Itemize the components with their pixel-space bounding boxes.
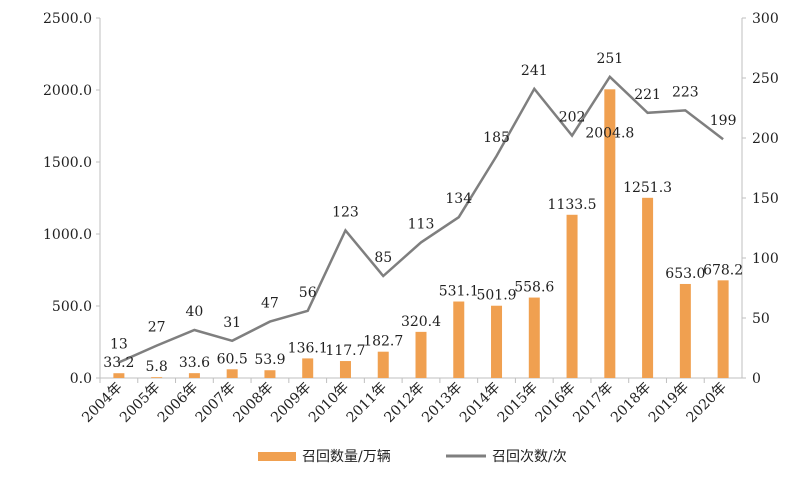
line-data-label: 251 xyxy=(596,51,623,67)
bar xyxy=(339,361,351,378)
line-data-label: 223 xyxy=(672,84,699,100)
bar xyxy=(264,370,276,378)
x-axis-tick-label: 2013年 xyxy=(419,380,465,426)
line-data-label: 241 xyxy=(521,63,548,79)
right-axis-tick-label: 300 xyxy=(752,11,779,27)
bar-data-label: 320.4 xyxy=(401,314,441,330)
x-axis-tick-label: 2018年 xyxy=(608,380,654,426)
x-axis-tick-label: 2012年 xyxy=(381,380,427,426)
bar-data-label: 136.1 xyxy=(288,340,328,356)
x-axis-tick-label: 2015年 xyxy=(495,380,541,426)
line-series xyxy=(118,74,724,364)
bar-data-label: 1251.3 xyxy=(623,180,672,196)
line-data-label: 221 xyxy=(634,87,661,103)
bar xyxy=(642,197,654,378)
bar xyxy=(188,373,200,378)
bar xyxy=(377,351,389,378)
line-path xyxy=(118,74,724,364)
x-axis-tick-label: 2016年 xyxy=(532,380,578,426)
bar-series xyxy=(113,89,729,378)
left-axis-tick-label: 500.0 xyxy=(52,299,92,315)
line-data-label: 13 xyxy=(110,336,128,352)
line-data-label: 185 xyxy=(483,130,510,146)
bar xyxy=(226,369,238,378)
line-data-label: 40 xyxy=(185,304,203,320)
x-axis-tick-label: 2014年 xyxy=(457,380,503,426)
left-axis-tick-label: 1000.0 xyxy=(43,227,92,243)
bar-data-label: 182.7 xyxy=(363,334,403,350)
bar-data-label: 33.6 xyxy=(179,355,210,371)
line-data-label: 27 xyxy=(148,320,166,336)
bar xyxy=(415,331,427,378)
bar-data-label: 558.6 xyxy=(514,280,554,296)
bar-data-label: 678.2 xyxy=(703,262,743,278)
data-labels: 13 27 40 31 47 56 123 85 113 134 185 241 202 251 221 22… xyxy=(103,51,743,375)
line-data-label: 199 xyxy=(710,113,737,129)
bar xyxy=(566,214,578,378)
line-data-label: 134 xyxy=(445,191,472,207)
right-axis-tick-label: 0 xyxy=(752,371,761,387)
bar xyxy=(717,280,729,378)
x-axis-tick-label: 2009年 xyxy=(268,380,314,426)
bar xyxy=(151,377,163,378)
line-data-label: 85 xyxy=(374,250,392,266)
bar-data-label: 117.7 xyxy=(325,343,365,359)
legend-bar-swatch xyxy=(258,452,296,461)
line-data-label: 31 xyxy=(223,315,241,331)
right-axis-tick-label: 150 xyxy=(752,191,779,207)
bar xyxy=(113,373,125,378)
x-axis-tick-label: 2017年 xyxy=(570,380,616,426)
right-axis-tick-label: 250 xyxy=(752,71,779,87)
right-axis-tick-label: 100 xyxy=(752,251,779,267)
x-axis-tick-label: 2020年 xyxy=(684,380,730,426)
bar-data-label: 2004.8 xyxy=(585,125,634,141)
bar-data-label: 33.2 xyxy=(103,355,134,371)
line-data-label: 202 xyxy=(559,110,586,126)
legend-line-label: 召回次数/次 xyxy=(492,449,567,465)
bar-data-label: 60.5 xyxy=(217,351,248,367)
x-axis-tick-label: 2006年 xyxy=(155,380,201,426)
line-data-label: 113 xyxy=(408,216,435,232)
line-data-label: 56 xyxy=(299,285,317,301)
left-axis-tick-label: 1500.0 xyxy=(43,155,92,171)
bar-data-label: 653.0 xyxy=(665,266,705,282)
right-axis-tick-label: 200 xyxy=(752,131,779,147)
x-axis-tick-label: 2019年 xyxy=(646,380,692,426)
x-axis-tick-label: 2011年 xyxy=(344,380,390,426)
x-axis-tick-label: 2005年 xyxy=(117,380,163,426)
left-axis-tick-label: 0.0 xyxy=(70,371,92,387)
bar-data-label: 53.9 xyxy=(254,352,285,368)
bar xyxy=(679,283,691,378)
bar xyxy=(302,358,314,378)
x-axis-tick-label: 2010年 xyxy=(306,380,352,426)
x-axis-tick-label: 2007年 xyxy=(193,380,239,426)
bar xyxy=(604,89,616,378)
legend: 召回数量/万辆 召回次数/次 xyxy=(258,449,567,465)
bar-data-label: 501.9 xyxy=(476,288,516,304)
left-axis-tick-label: 2000.0 xyxy=(43,83,92,99)
bar xyxy=(491,305,503,378)
right-axis-tick-label: 50 xyxy=(752,311,770,327)
left-axis-tick-label: 2500.0 xyxy=(43,11,92,27)
x-axis-tick-label: 2008年 xyxy=(230,380,276,426)
bar-data-label: 1133.5 xyxy=(548,197,597,213)
legend-bar-label: 召回数量/万辆 xyxy=(302,449,391,465)
bar-data-label: 531.1 xyxy=(439,284,479,300)
bar-data-label: 5.8 xyxy=(146,359,168,375)
bar xyxy=(453,301,465,378)
line-data-label: 47 xyxy=(261,296,279,312)
line-data-label: 123 xyxy=(332,204,359,220)
bar xyxy=(528,297,540,378)
